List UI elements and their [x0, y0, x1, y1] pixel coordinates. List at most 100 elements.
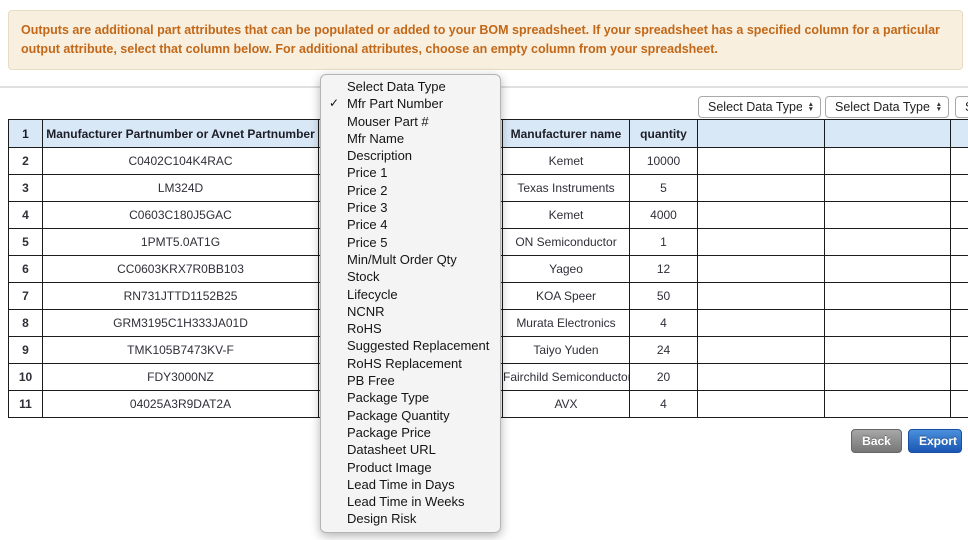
part-number-cell: 04025A3R9DAT2A [42, 390, 319, 418]
dropdown-menu-item-label: Price 3 [347, 200, 388, 216]
dropdown-menu-item[interactable]: ✓ Mfr Part Number [321, 95, 500, 112]
part-number-cell: CC0603KRX7R0BB103 [42, 255, 319, 283]
empty-cell [697, 255, 825, 283]
quantity-cell: 50 [629, 282, 698, 310]
quantity-column-header: quantity [629, 119, 698, 148]
dropdown-menu-item-label: Price 2 [347, 182, 388, 198]
back-button[interactable]: Back [851, 429, 902, 453]
empty-cell [697, 390, 825, 418]
dropdown-menu-item[interactable]: Design Risk [321, 510, 500, 527]
empty-cell [950, 390, 968, 418]
manufacturer-cell: Texas Instruments [502, 174, 630, 202]
dropdown-menu-item[interactable]: Product Image [321, 459, 500, 476]
dropdown-menu-item[interactable]: Lead Time in Weeks [321, 493, 500, 510]
dropdown-menu-item[interactable]: Price 4 [321, 216, 500, 233]
dropdown-menu-item[interactable]: Package Type [321, 389, 500, 406]
quantity-cell: 20 [629, 363, 698, 391]
dropdown-menu-item-label: RoHS [347, 321, 382, 337]
dropdown-menu-item[interactable]: PB Free [321, 372, 500, 389]
dropdown-menu-item[interactable]: Suggested Replacement [321, 337, 500, 354]
table-row: 5 1PMT5.0AT1G ON Semiconductor 1 [8, 228, 968, 256]
column-data-type-select-1[interactable]: Select Data Type ▲ ▼ [698, 96, 821, 118]
dropdown-menu-item[interactable]: RoHS Replacement [321, 355, 500, 372]
part-number-cell: GRM3195C1H333JA01D [42, 309, 319, 337]
empty-column-header [950, 119, 968, 148]
manufacturer-cell: KOA Speer [502, 282, 630, 310]
quantity-cell: 4 [629, 309, 698, 337]
empty-cell [950, 147, 968, 175]
quantity-cell: 10000 [629, 147, 698, 175]
row-number-cell: 11 [8, 390, 43, 418]
manufacturer-cell: Kemet [502, 201, 630, 229]
empty-cell [697, 282, 825, 310]
dropdown-menu-item[interactable]: NCNR [321, 303, 500, 320]
manufacturer-cell: ON Semiconductor [502, 228, 630, 256]
select-value: Select Data Type [965, 100, 968, 114]
empty-cell [950, 228, 968, 256]
row-number-cell: 1 [8, 119, 43, 148]
dropdown-menu-item-label: Lead Time in Weeks [347, 494, 465, 510]
manufacturer-cell: Taiyo Yuden [502, 336, 630, 364]
empty-cell [697, 228, 825, 256]
row-number-cell: 10 [8, 363, 43, 391]
empty-cell [824, 363, 951, 391]
dropdown-menu-item-label: Select Data Type [347, 79, 446, 94]
dropdown-menu-item-label: Price 1 [347, 165, 388, 181]
part-number-cell: FDY3000NZ [42, 363, 319, 391]
empty-cell [950, 309, 968, 337]
empty-cell [697, 336, 825, 364]
dropdown-menu-item-label: NCNR [347, 303, 385, 319]
dropdown-menu-item[interactable]: Description [321, 147, 500, 164]
empty-cell [950, 336, 968, 364]
row-number-cell: 8 [8, 309, 43, 337]
dropdown-menu-item[interactable]: Price 5 [321, 234, 500, 251]
part-number-cell: C0402C104K4RAC [42, 147, 319, 175]
dropdown-menu-item[interactable]: Mouser Part # [321, 113, 500, 130]
dropdown-menu-item[interactable]: RoHS [321, 320, 500, 337]
dropdown-menu-item[interactable]: Package Quantity [321, 407, 500, 424]
dropdown-menu-item-label: Min/Mult Order Qty [347, 251, 457, 267]
quantity-cell: 1 [629, 228, 698, 256]
empty-cell [697, 201, 825, 229]
dropdown-menu-item-label: Stock [347, 269, 380, 285]
row-number-cell: 6 [8, 255, 43, 283]
dropdown-menu-item[interactable]: Datasheet URL [321, 441, 500, 458]
dropdown-menu-item[interactable]: Price 1 [321, 164, 500, 181]
quantity-cell: 5 [629, 174, 698, 202]
manufacturer-cell: AVX [502, 390, 630, 418]
column-data-type-select-2[interactable]: Select Data Type ▲ ▼ [825, 96, 949, 118]
dropdown-menu-item-label: Lead Time in Days [347, 476, 455, 492]
part-number-column-header: Manufacturer Partnumber or Avnet Partnum… [42, 119, 319, 148]
empty-cell [697, 147, 825, 175]
dropdown-menu-item[interactable]: Min/Mult Order Qty [321, 251, 500, 268]
empty-column-header [824, 119, 951, 148]
empty-cell [950, 201, 968, 229]
dropdown-menu-item[interactable]: Select Data Type [321, 78, 500, 95]
quantity-cell: 24 [629, 336, 698, 364]
part-number-cell: LM324D [42, 174, 319, 202]
row-number-cell: 4 [8, 201, 43, 229]
dropdown-menu-item-label: Lifecycle [347, 286, 398, 302]
dropdown-menu-item-label: Package Type [347, 390, 430, 406]
empty-cell [697, 363, 825, 391]
empty-cell [697, 309, 825, 337]
dropdown-menu-item-label: Package Quantity [347, 407, 450, 423]
export-button[interactable]: Export [908, 429, 962, 453]
column-data-type-select-3[interactable]: Select Data Type ▲ ▼ [955, 96, 968, 118]
empty-cell [824, 390, 951, 418]
quantity-cell: 12 [629, 255, 698, 283]
dropdown-menu-item[interactable]: Price 3 [321, 199, 500, 216]
dropdown-menu-item-label: Price 5 [347, 234, 388, 250]
dropdown-menu-item[interactable]: Stock [321, 268, 500, 285]
dropdown-menu-item[interactable]: Price 2 [321, 182, 500, 199]
dropdown-menu-item-label: Product Image [347, 459, 432, 475]
dropdown-menu-item[interactable]: Lifecycle [321, 286, 500, 303]
dropdown-menu-item[interactable]: Lead Time in Days [321, 476, 500, 493]
dropdown-menu-item[interactable]: Package Price [321, 424, 500, 441]
manufacturer-column-header: Manufacturer name [502, 119, 630, 148]
dropdown-menu-item[interactable]: Mfr Name [321, 130, 500, 147]
dropdown-menu-item-label: Mouser Part # [347, 113, 429, 129]
row-number-cell: 7 [8, 282, 43, 310]
dropdown-menu-item-label: Mfr Name [347, 130, 405, 146]
empty-cell [824, 336, 951, 364]
